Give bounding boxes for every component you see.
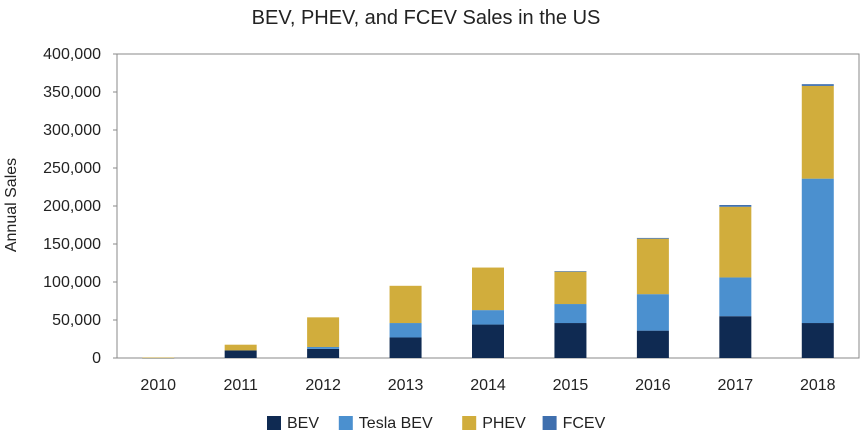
bar-tesla-bev-2016 [636,294,669,331]
chart-title: BEV, PHEV, and FCEV Sales in the US [252,7,601,29]
bar-bev-2017 [719,316,752,358]
bar-bev-2013 [389,337,422,358]
x-tick-label: 2015 [553,377,589,394]
bar-phev-2013 [389,285,422,324]
x-tick-label: 2012 [305,377,341,394]
bar-phev-2018 [801,85,834,179]
y-tick-label: 350,000 [43,84,101,101]
y-tick-label: 150,000 [43,236,101,253]
y-tick-label: 50,000 [52,312,101,329]
bar-tesla-bev-2015 [554,304,587,324]
bar-phev-2010 [142,357,175,359]
x-tick-label: 2016 [635,377,671,394]
y-tick-label: 400,000 [43,46,101,63]
bar-bev-2018 [801,323,834,358]
bar-phev-2016 [636,238,669,295]
x-axis-ticks: 2010 2011 2012 2013 2014 2015 2016 2017 2018 [140,377,835,394]
legend-label-bev: BEV [287,415,319,432]
bar-phev-2017 [719,206,752,278]
legend-label-phev: PHEV [482,415,526,432]
y-tick-label: 250,000 [43,160,101,177]
x-tick-label: 2014 [470,377,506,394]
bar-bev-2014 [472,324,504,358]
bar-bev-2015 [554,323,587,358]
bar-tesla-bev-2017 [719,277,752,317]
bar-tesla-bev-2013 [389,323,422,338]
y-axis-label: Annual Sales [3,158,20,252]
legend: BEV Tesla BEV PHEV FCEV [267,415,606,432]
bar-fcev-2017 [719,205,752,207]
x-tick-label: 2018 [800,377,836,394]
y-tick-label: 300,000 [43,122,101,139]
bars-layer [142,84,834,359]
legend-swatch-fcev [542,416,557,430]
y-tick-label: 200,000 [43,198,101,215]
bar-tesla-bev-2014 [472,310,504,325]
y-tick-label: 0 [92,350,101,367]
x-tick-label: 2013 [388,377,424,394]
x-tick-label: 2010 [140,377,176,394]
bar-tesla-bev-2018 [801,178,834,324]
y-axis-ticks: 0 50,000 100,000 150,000 200,000 250,000 300,0… [43,46,117,367]
legend-swatch-tesla-bev [338,416,353,430]
x-tick-label: 2017 [718,377,754,394]
bar-phev-2015 [554,271,587,305]
bar-phev-2012 [307,317,340,347]
bar-bev-2011 [224,350,257,358]
legend-swatch-bev [267,416,281,430]
legend-label-fcev: FCEV [563,415,606,432]
bar-phev-2014 [472,267,504,311]
bar-bev-2016 [636,330,669,358]
bar-bev-2012 [307,348,340,358]
legend-label-tesla-bev: Tesla BEV [359,415,433,432]
x-tick-label: 2011 [223,377,258,394]
legend-swatch-phev [462,416,477,430]
bar-tesla-bev-2012 [307,346,340,349]
y-tick-label: 100,000 [43,274,101,291]
bar-fcev-2016 [636,237,669,239]
bar-fcev-2018 [801,84,834,86]
bar-phev-2011 [224,344,257,351]
bar-fcev-2015 [554,271,587,272]
